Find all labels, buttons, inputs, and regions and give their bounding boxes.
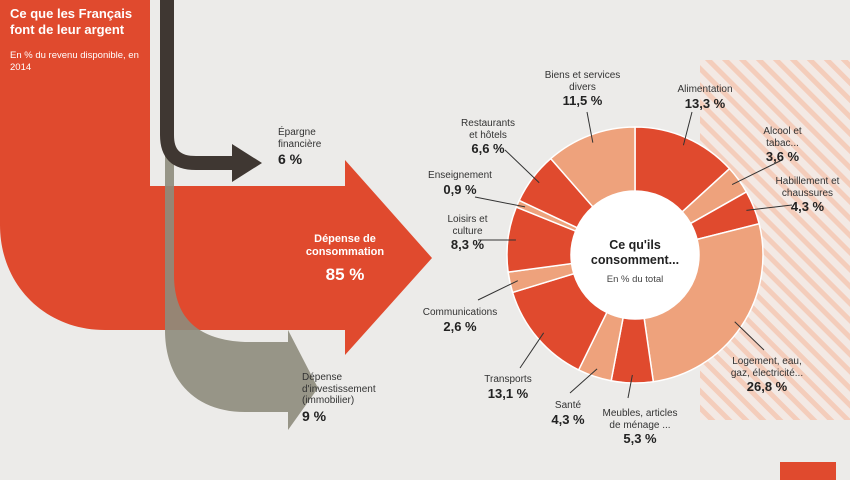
slice-label-value: 5,3 % (623, 431, 657, 446)
slice-label-value: 6,6 % (471, 141, 505, 156)
slice-label-meubles: Meubles, articles de ménage ... 5,3 % (600, 408, 680, 447)
slice-label-value: 4,3 % (790, 199, 825, 214)
consumption-flow-arrow (0, 0, 432, 355)
leader-line (477, 280, 518, 301)
slice-label-loisirs: Loisirs et culture 8,3 % (440, 214, 495, 253)
investment-flow-arrow (165, 140, 318, 430)
slice-label-text: Alcool et tabac... (763, 126, 802, 149)
leader-line (504, 149, 540, 184)
slice-label-value: 0,9 % (443, 181, 477, 197)
slice-label-communications: Communications 2,6 % (420, 307, 500, 334)
leader-lines (474, 111, 793, 399)
leader-line (746, 204, 793, 211)
donut-subtitle: En % du total (606, 274, 664, 285)
slice-label-transports: Transports 13,1 % (478, 374, 538, 401)
leader-line (519, 332, 545, 369)
flow-epargne-value: 6 % (278, 151, 303, 167)
leader-line (682, 111, 693, 146)
flow-epargne-label: Épargne financière (278, 127, 322, 150)
slice-label-text: Transports (484, 374, 532, 385)
slice-label-value: 8,3 % (450, 237, 485, 252)
slice-label-value: 3,6 % (765, 149, 800, 164)
chart-subtitle: En % du revenu disponible, en 2014 (10, 50, 139, 73)
slice-label-value: 2,6 % (443, 318, 477, 334)
donut-title: Ce qu'ils consomment... (590, 238, 680, 267)
slice-label-habillement: Habillement et chaussures 4,3 % (770, 176, 845, 215)
slice-label-text: Communications (422, 307, 498, 318)
leader-line (569, 368, 598, 394)
slice-label-text: Santé (554, 400, 582, 411)
slice-label-value: 11,5 % (562, 93, 603, 108)
slice-label-text: Logement, eau, gaz, électricité... (730, 356, 804, 379)
chart-title: Ce que les Français font de leur argent (10, 6, 133, 37)
flow-investissement-value: 9 % (302, 407, 327, 424)
flow-consommation-value: 85 % (325, 265, 365, 285)
leader-line (627, 374, 633, 399)
slice-label-text: Loisirs et culture (447, 214, 488, 237)
slice-label-text: Restaurants et hôtels (461, 118, 515, 141)
donut-chart (506, 126, 764, 384)
slice-label-alcool: Alcool et tabac... 3,6 % (760, 126, 805, 165)
slice-label-text: Alimentation (677, 84, 733, 95)
leader-line (734, 321, 765, 351)
donut-center: Ce qu'ils consomment... En % du total (580, 238, 690, 285)
slice-label-text: Enseignement (428, 170, 492, 181)
flow-label-epargne: Épargne financière 6 % (278, 127, 358, 167)
corner-block (780, 462, 836, 480)
slice-label-alimentation: Alimentation 13,3 % (665, 84, 745, 111)
slice-label-text: Biens et services divers (544, 70, 621, 93)
savings-flow-arrow (160, 0, 262, 182)
flow-consommation-label: Dépense de consommation (305, 233, 385, 259)
leader-line (474, 196, 526, 208)
slice-label-value: 26,8 % (746, 379, 788, 394)
slice-label-text: Meubles, articles de ménage ... (602, 408, 678, 431)
slice-label-enseignement: Enseignement 0,9 % (425, 170, 495, 197)
slice-label-restaurants: Restaurants et hôtels 6,6 % (458, 118, 518, 157)
slice-label-value: 13,1 % (487, 385, 529, 401)
flow-investissement-label: Dépense d'investissement (immobilier) (302, 372, 376, 406)
slice-label-value: 4,3 % (551, 411, 585, 427)
slice-label-sante: Santé 4,3 % (548, 400, 588, 427)
slice-label-value: 13,3 % (684, 95, 726, 111)
flow-label-investissement: Dépense d'investissement (immobilier) 9 … (302, 372, 412, 424)
leader-line (586, 111, 594, 143)
slice-label-biens: Biens et services divers 11,5 % (540, 70, 625, 109)
slice-label-logement: Logement, eau, gaz, électricité... 26,8 … (722, 356, 812, 395)
flow-label-consommation: Dépense de consommation 85 % (280, 233, 410, 285)
leader-line (731, 159, 783, 185)
slice-label-text: Habillement et chaussures (775, 176, 840, 199)
donut-hole (571, 191, 699, 319)
